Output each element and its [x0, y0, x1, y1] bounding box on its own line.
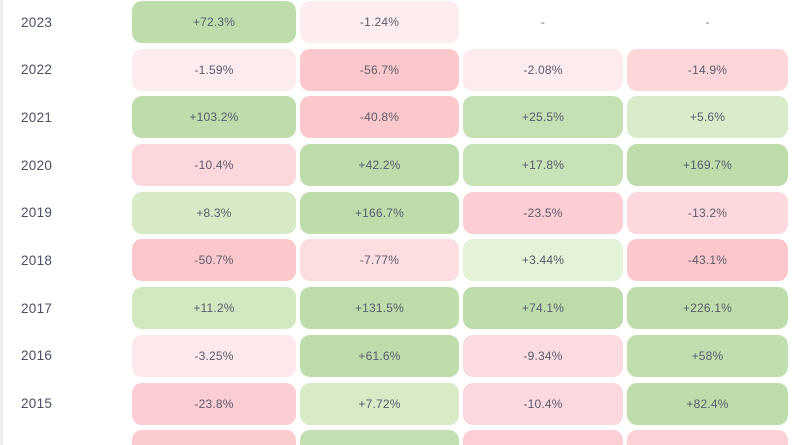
year-label: 2021: [21, 109, 53, 125]
table-row: [0, 430, 800, 445]
table-row: 2022 -1.59% -56.7% -2.08% -14.9%: [0, 48, 800, 91]
return-cell: +5.6%: [627, 96, 788, 139]
return-cell: -7.77%: [300, 239, 459, 282]
table-row: 2021 +103.2% -40.8% +25.5% +5.6%: [0, 96, 800, 139]
return-cell: +131.5%: [300, 287, 459, 330]
return-cell: +226.1%: [627, 287, 788, 330]
return-cell: -23.8%: [132, 382, 296, 425]
return-cell: -56.7%: [300, 48, 459, 91]
year-label: 2023: [21, 14, 53, 30]
return-cell: -50.7%: [132, 239, 296, 282]
return-cell: -40.8%: [300, 96, 459, 139]
return-cell: -23.5%: [463, 191, 623, 234]
return-cell: -13.2%: [627, 191, 788, 234]
return-cell: +7.72%: [300, 382, 459, 425]
return-cell: +103.2%: [132, 96, 296, 139]
return-cell: -10.4%: [463, 382, 623, 425]
return-cell: +72.3%: [132, 1, 296, 43]
return-cell: +58%: [627, 334, 788, 377]
return-cell: [132, 430, 296, 445]
return-cell: [300, 430, 459, 445]
return-cell: -3.25%: [132, 334, 296, 377]
return-cell: -1.24%: [300, 1, 459, 43]
year-label: 2022: [21, 62, 53, 78]
return-cell: -10.4%: [132, 144, 296, 187]
table-row: 2019 +8.3% +166.7% -23.5% -13.2%: [0, 191, 800, 234]
table-row: 2023 +72.3% -1.24% - -: [0, 1, 800, 43]
year-label: 2015: [21, 396, 53, 411]
return-cell: +169.7%: [627, 144, 788, 187]
year-label: 2018: [21, 252, 53, 268]
year-label: 2016: [21, 348, 53, 364]
return-cell: -2.08%: [463, 48, 623, 91]
return-cell: [627, 430, 788, 445]
return-cell: -: [705, 15, 710, 29]
return-cell: +42.2%: [300, 144, 459, 187]
return-cell: +17.8%: [463, 144, 623, 187]
year-label: 2017: [21, 300, 53, 316]
table-row: 2020 -10.4% +42.2% +17.8% +169.7%: [0, 144, 800, 187]
return-cell: +3.44%: [463, 239, 623, 282]
table-row: 2015 -23.8% +7.72% -10.4% +82.4%: [0, 382, 800, 425]
return-cell: -9.34%: [463, 334, 623, 377]
return-cell: +166.7%: [300, 191, 459, 234]
return-cell: +8.3%: [132, 191, 296, 234]
year-label: 2019: [21, 205, 53, 221]
return-cell: [463, 430, 623, 445]
return-cell: +11.2%: [132, 287, 296, 330]
year-label: 2020: [21, 157, 53, 173]
return-cell: +61.6%: [300, 334, 459, 377]
table-row: 2017 +11.2% +131.5% +74.1% +226.1%: [0, 287, 800, 330]
year-label: [0, 430, 128, 445]
return-cell: +82.4%: [627, 382, 788, 425]
return-cell: +25.5%: [463, 96, 623, 139]
table-row: 2016 -3.25% +61.6% -9.34% +58%: [0, 334, 800, 377]
left-edge-divider: [0, 0, 3, 445]
return-cell: -1.59%: [132, 48, 296, 91]
return-cell: -43.1%: [627, 239, 788, 282]
return-cell: +74.1%: [463, 287, 623, 330]
return-cell: -14.9%: [627, 48, 788, 91]
table-row: 2018 -50.7% -7.77% +3.44% -43.1%: [0, 239, 800, 282]
return-cell: -: [540, 15, 546, 29]
